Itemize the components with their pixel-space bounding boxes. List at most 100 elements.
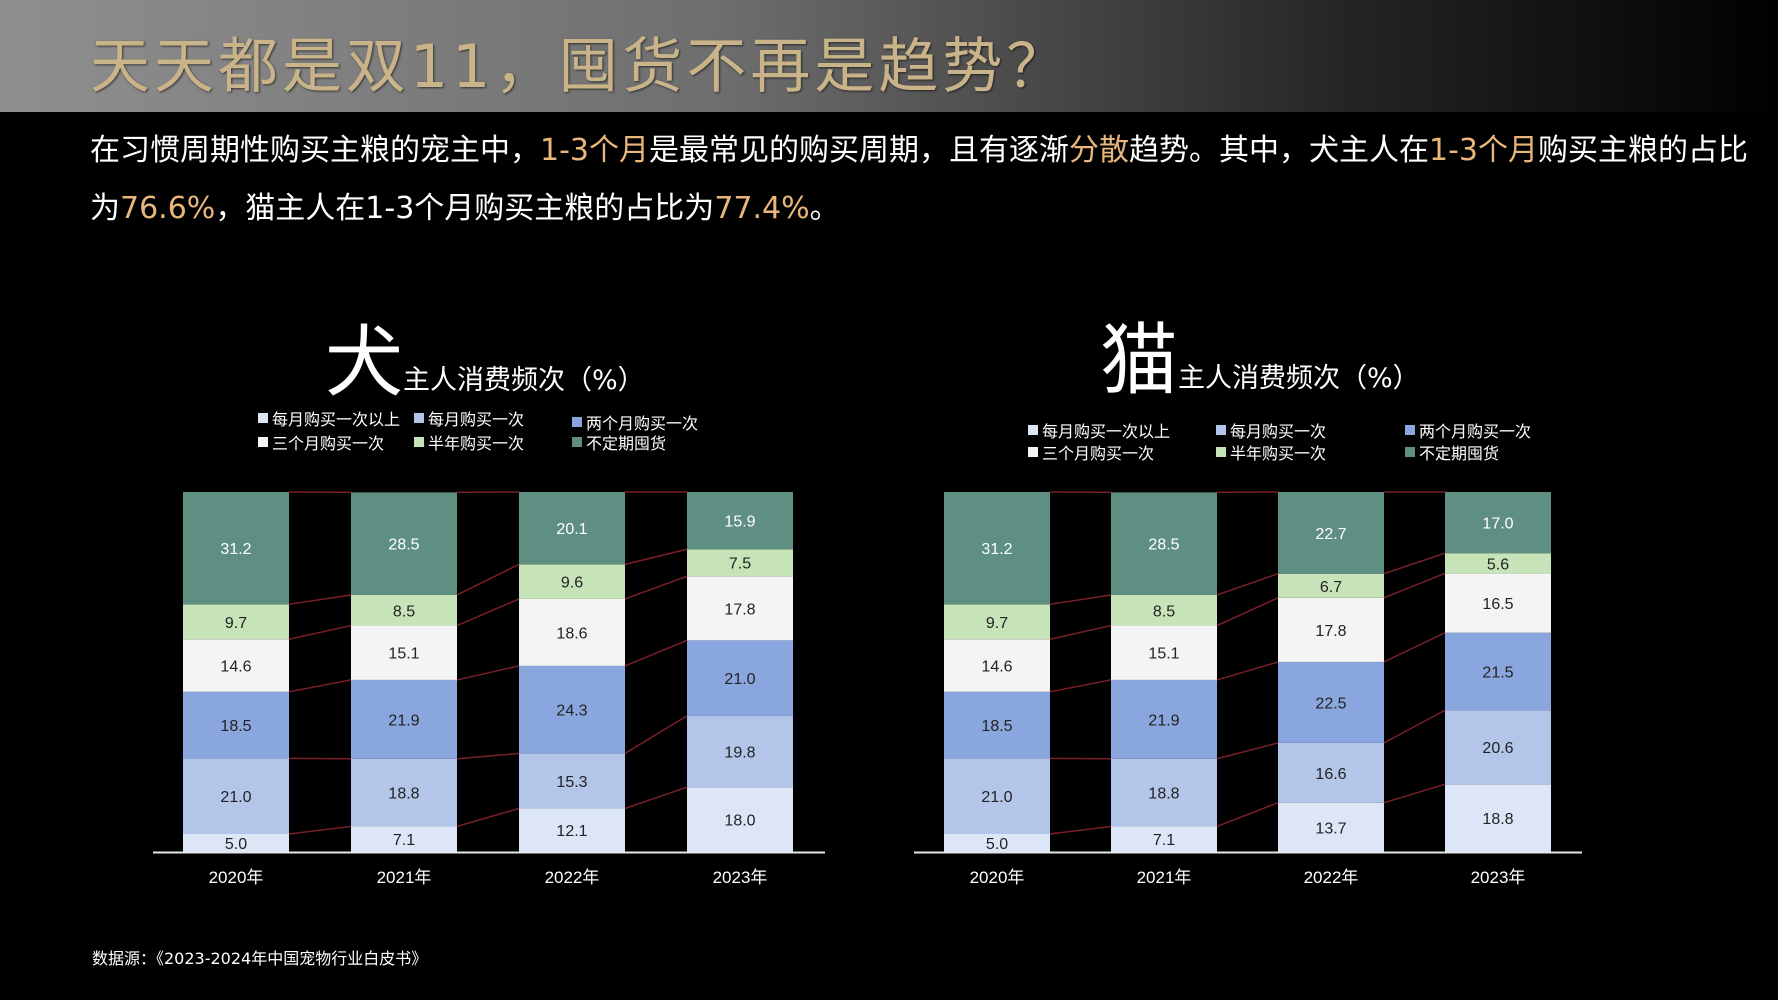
data-label: 7.1	[1153, 832, 1175, 849]
summary-segment: 购买主粮的占比为	[90, 133, 1748, 226]
data-label: 9.6	[561, 575, 583, 592]
data-label: 21.0	[981, 789, 1012, 806]
bar-segment	[1111, 594, 1217, 626]
series-connector-line	[456, 807, 520, 828]
bar-segment	[687, 640, 793, 716]
data-label: 21.5	[1482, 664, 1513, 681]
series-connector-line	[1383, 783, 1446, 804]
data-label: 18.6	[556, 625, 587, 642]
series-connector-line	[1383, 552, 1446, 575]
legend-item: 不定期囤货	[1405, 440, 1499, 464]
data-label: 17.8	[724, 601, 755, 618]
bar-segment	[944, 691, 1050, 759]
data-label: 18.8	[1482, 811, 1513, 828]
series-connector-line	[1049, 594, 1112, 606]
cat-chart-title-big: 猫	[1100, 316, 1179, 406]
legend-item: 半年购买一次	[1216, 440, 1326, 464]
series-connector-line	[1049, 624, 1112, 640]
data-label: 17.8	[1315, 623, 1346, 640]
legend-item: 两个月购买一次	[572, 410, 698, 434]
bar-segment	[1111, 492, 1217, 595]
legend-swatch	[1216, 425, 1226, 435]
legend-item: 三个月购买一次	[258, 430, 384, 454]
legend-swatch	[1405, 425, 1415, 435]
series-connector-line	[288, 825, 352, 835]
data-label: 14.6	[981, 659, 1012, 676]
summary-segment: 是最常见的购买周期，且有逐渐	[649, 133, 1069, 168]
bar-segment	[351, 826, 457, 852]
legend-item: 每月购买一次以上	[1028, 418, 1170, 442]
data-label: 28.5	[388, 537, 419, 554]
bar-segment	[944, 604, 1050, 640]
bar-segment	[1445, 784, 1551, 852]
data-label: 31.2	[220, 541, 251, 558]
legend-label: 两个月购买一次	[1419, 422, 1532, 441]
legend-label: 每月购买一次	[1230, 422, 1327, 441]
data-label: 12.1	[556, 823, 587, 840]
series-connector-line	[1049, 825, 1112, 835]
data-label: 15.3	[556, 774, 587, 791]
data-label: 18.8	[388, 786, 419, 803]
series-connector-line	[624, 575, 688, 600]
legend-label: 每月购买一次以上	[272, 410, 401, 429]
legend-label: 每月购买一次以上	[1042, 422, 1171, 441]
category-label: 2023年	[1471, 868, 1526, 887]
summary-text: 在习惯周期性购买主粮的宠主中，1-3个月是最常见的购买周期，且有逐渐分散趋势。其…	[90, 122, 1770, 238]
series-connector-line	[288, 624, 352, 640]
legend-label: 半年购买一次	[428, 434, 525, 453]
legend-swatch	[1028, 425, 1038, 435]
data-source-note: 数据源：《2023-2024年中国宠物行业白皮书》	[92, 949, 428, 968]
legend-label: 每月购买一次	[428, 410, 525, 429]
data-label: 15.9	[724, 514, 755, 531]
category-label: 2020年	[970, 868, 1025, 887]
bar-segment	[944, 834, 1050, 852]
data-label: 15.1	[1148, 646, 1179, 663]
category-label: 2021年	[1137, 868, 1192, 887]
legend-label: 三个月购买一次	[1042, 444, 1155, 463]
cat-chart-title: 猫主人消费频次（%）	[1100, 298, 1420, 410]
legend-swatch	[414, 413, 424, 423]
summary-segment: 趋势。其中，犬主人在	[1129, 133, 1429, 168]
data-label: 28.5	[1148, 537, 1179, 554]
legend-item: 半年购买一次	[414, 430, 524, 454]
data-label: 22.7	[1315, 526, 1346, 543]
data-label: 9.7	[986, 615, 1008, 632]
bar-segment	[687, 715, 793, 788]
bar-segment	[351, 625, 457, 680]
bar-segment	[1445, 710, 1551, 785]
legend-label: 不定期囤货	[1419, 444, 1500, 463]
summary-highlight: 76.6%	[120, 191, 216, 226]
series-connector-line	[456, 598, 520, 627]
series-connector-line	[624, 548, 688, 566]
legend-swatch	[1216, 447, 1226, 457]
bar-segment	[351, 594, 457, 626]
summary-highlight: 77.4%	[714, 191, 810, 226]
data-label: 18.5	[220, 718, 251, 735]
bar-segment	[1111, 625, 1217, 680]
data-label: 7.1	[393, 832, 415, 849]
legend-item: 不定期囤货	[572, 430, 666, 454]
bar-segment	[944, 492, 1050, 605]
data-label: 21.9	[1148, 712, 1179, 729]
bar-segment	[1445, 632, 1551, 711]
bar-segment	[519, 564, 625, 599]
data-label: 9.7	[225, 615, 247, 632]
legend-swatch	[572, 417, 582, 427]
data-label: 7.5	[729, 556, 751, 573]
bar-segment	[1445, 553, 1551, 574]
data-label: 20.6	[1482, 740, 1513, 757]
series-connector-line	[1049, 679, 1112, 693]
category-label: 2021年	[377, 868, 432, 887]
bar-segment	[183, 834, 289, 852]
dog-chart-title-big: 犬	[325, 318, 404, 408]
bar-segment	[687, 492, 793, 550]
legend-swatch	[572, 437, 582, 447]
bar-segment	[519, 598, 625, 666]
series-connector-line	[1216, 742, 1279, 760]
summary-highlight: 1-3个月	[1429, 133, 1538, 168]
series-connector-line	[1216, 597, 1279, 627]
cat-chart-title-rest: 主人消费频次（%）	[1178, 363, 1420, 394]
data-label: 21.0	[724, 671, 755, 688]
data-label: 8.5	[1153, 603, 1175, 620]
